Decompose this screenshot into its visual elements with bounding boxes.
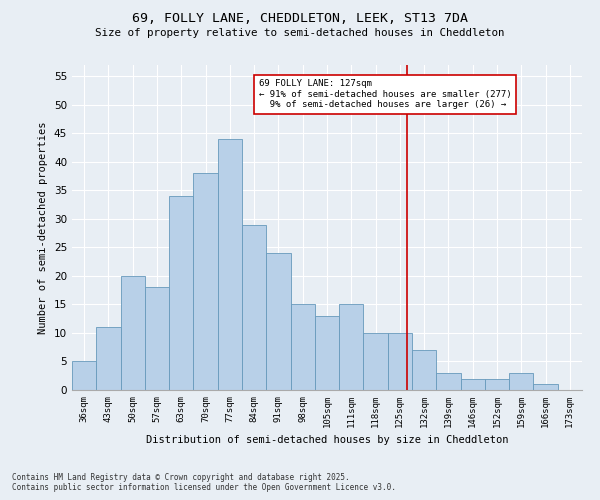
Bar [121, 276, 145, 390]
Bar [169, 196, 193, 390]
Bar [412, 350, 436, 390]
Bar [193, 174, 218, 390]
Bar [218, 139, 242, 390]
Bar [436, 373, 461, 390]
Bar [388, 333, 412, 390]
Text: Contains HM Land Registry data © Crown copyright and database right 2025.: Contains HM Land Registry data © Crown c… [12, 474, 350, 482]
X-axis label: Distribution of semi-detached houses by size in Cheddleton: Distribution of semi-detached houses by … [146, 436, 508, 446]
Text: 69, FOLLY LANE, CHEDDLETON, LEEK, ST13 7DA: 69, FOLLY LANE, CHEDDLETON, LEEK, ST13 7… [132, 12, 468, 26]
Text: Contains public sector information licensed under the Open Government Licence v3: Contains public sector information licen… [12, 484, 396, 492]
Bar [96, 328, 121, 390]
Bar [72, 362, 96, 390]
Bar [364, 333, 388, 390]
Bar [509, 373, 533, 390]
Text: Size of property relative to semi-detached houses in Cheddleton: Size of property relative to semi-detach… [95, 28, 505, 38]
Bar [461, 378, 485, 390]
Text: 69 FOLLY LANE: 127sqm
← 91% of semi-detached houses are smaller (277)
  9% of se: 69 FOLLY LANE: 127sqm ← 91% of semi-deta… [259, 80, 512, 109]
Bar [145, 288, 169, 390]
Bar [315, 316, 339, 390]
Bar [242, 224, 266, 390]
Bar [533, 384, 558, 390]
Bar [266, 253, 290, 390]
Bar [290, 304, 315, 390]
Bar [485, 378, 509, 390]
Y-axis label: Number of semi-detached properties: Number of semi-detached properties [38, 121, 49, 334]
Bar [339, 304, 364, 390]
